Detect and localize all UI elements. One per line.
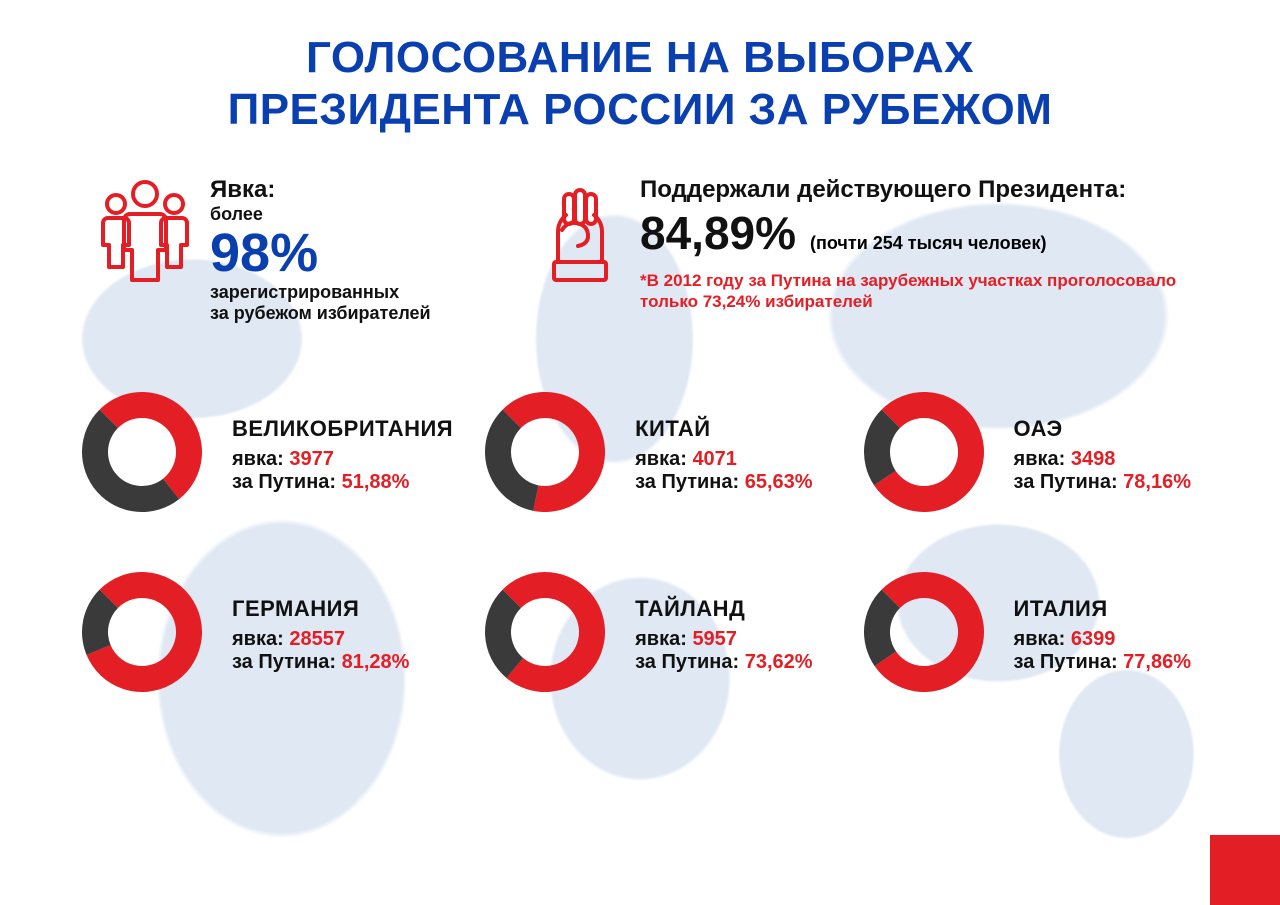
page-title: ГОЛОСОВАНИЕ НА ВЫБОРАХ ПРЕЗИДЕНТА РОССИИ…	[0, 0, 1280, 136]
turnout-sub: более	[210, 204, 431, 225]
countries-grid: ВЕЛИКОБРИТАНИЯ явка: 3977 за Путина: 51,…	[0, 335, 1280, 700]
turnout-desc-1: зарегистрированных	[210, 282, 431, 304]
donut-chart	[862, 390, 992, 520]
country-turnout: явка: 28557	[232, 628, 409, 651]
donut-chart	[483, 570, 613, 700]
country-for: за Путина: 51,88%	[232, 471, 453, 494]
country-name: ИТАЛИЯ	[1014, 596, 1191, 622]
country-turnout: явка: 5957	[635, 628, 812, 651]
country-turnout: явка: 6399	[1014, 628, 1191, 651]
country-card: ТАЙЛАНД явка: 5957 за Путина: 73,62%	[483, 570, 831, 700]
turnout-label: Явка:	[210, 176, 431, 204]
support-block: Поддержали действующего Президента: 84,8…	[540, 176, 1210, 325]
support-label: Поддержали действующего Президента:	[640, 176, 1210, 204]
country-card: ОАЭ явка: 3498 за Путина: 78,16%	[862, 390, 1210, 520]
country-card: ИТАЛИЯ явка: 6399 за Путина: 77,86%	[862, 570, 1210, 700]
turnout-value: 98%	[210, 225, 431, 282]
country-name: ГЕРМАНИЯ	[232, 596, 409, 622]
support-paren: (почти 254 тысяч человек)	[810, 233, 1046, 254]
donut-chart	[80, 390, 210, 520]
country-for: за Путина: 81,28%	[232, 651, 409, 674]
country-card: ВЕЛИКОБРИТАНИЯ явка: 3977 за Путина: 51,…	[80, 390, 453, 520]
turnout-block: Явка: более 98% зарегистрированных за ру…	[100, 176, 480, 325]
country-for: за Путина: 78,16%	[1014, 471, 1191, 494]
footnote-value: 73,24%	[703, 292, 761, 311]
corner-accent	[1210, 835, 1280, 905]
title-line-1: ГОЛОСОВАНИЕ НА ВЫБОРАХ	[0, 32, 1280, 84]
footnote-suffix: избирателей	[760, 292, 872, 311]
country-card: КИТАЙ явка: 4071 за Путина: 65,63%	[483, 390, 831, 520]
people-icon	[100, 176, 190, 291]
hero-section: Явка: более 98% зарегистрированных за ру…	[0, 136, 1280, 335]
donut-chart	[862, 570, 992, 700]
country-name: ОАЭ	[1014, 416, 1191, 442]
donut-chart	[483, 390, 613, 520]
title-line-2: ПРЕЗИДЕНТА РОССИИ ЗА РУБЕЖОМ	[0, 84, 1280, 136]
country-for: за Путина: 65,63%	[635, 471, 812, 494]
turnout-desc-2: за рубежом избирателей	[210, 303, 431, 325]
country-turnout: явка: 3498	[1014, 448, 1191, 471]
country-card: ГЕРМАНИЯ явка: 28557 за Путина: 81,28%	[80, 570, 453, 700]
country-name: КИТАЙ	[635, 416, 812, 442]
support-value: 84,89%	[640, 206, 796, 260]
fist-icon	[540, 176, 620, 291]
country-name: ВЕЛИКОБРИТАНИЯ	[232, 416, 453, 442]
country-turnout: явка: 4071	[635, 448, 812, 471]
country-for: за Путина: 77,86%	[1014, 651, 1191, 674]
donut-chart	[80, 570, 210, 700]
country-name: ТАЙЛАНД	[635, 596, 812, 622]
support-footnote: *В 2012 году за Путина на зарубежных уча…	[640, 270, 1210, 313]
country-turnout: явка: 3977	[232, 448, 453, 471]
country-for: за Путина: 73,62%	[635, 651, 812, 674]
